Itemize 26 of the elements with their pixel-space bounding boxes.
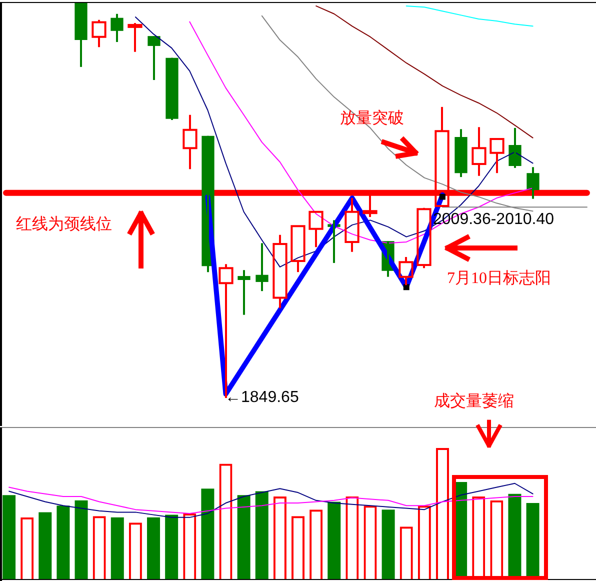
annotation: 7月10日标志阳 [447,270,551,287]
annotation: 红线为颈线位 [16,216,112,233]
annotation: 成交量萎缩 [434,393,514,410]
bar [165,514,178,579]
bar [328,502,341,579]
candlestick [272,234,288,310]
candlestick [92,18,106,48]
bar [74,500,88,579]
candlestick [182,114,198,170]
bar [110,517,124,579]
candlestick [128,22,142,53]
bar [201,488,214,579]
candlestick [290,225,306,274]
bar [237,495,250,579]
candlestick [308,210,324,248]
bar [255,491,268,579]
bar [2,495,16,579]
candlestick [490,138,504,174]
annotation: ←1849.65 [225,389,299,406]
bar [38,512,52,579]
annotation: 放量突破 [340,110,404,127]
candlestick [472,126,486,177]
bar [147,517,160,579]
bar [56,506,70,579]
candlestick [344,197,360,253]
bar [382,510,395,579]
